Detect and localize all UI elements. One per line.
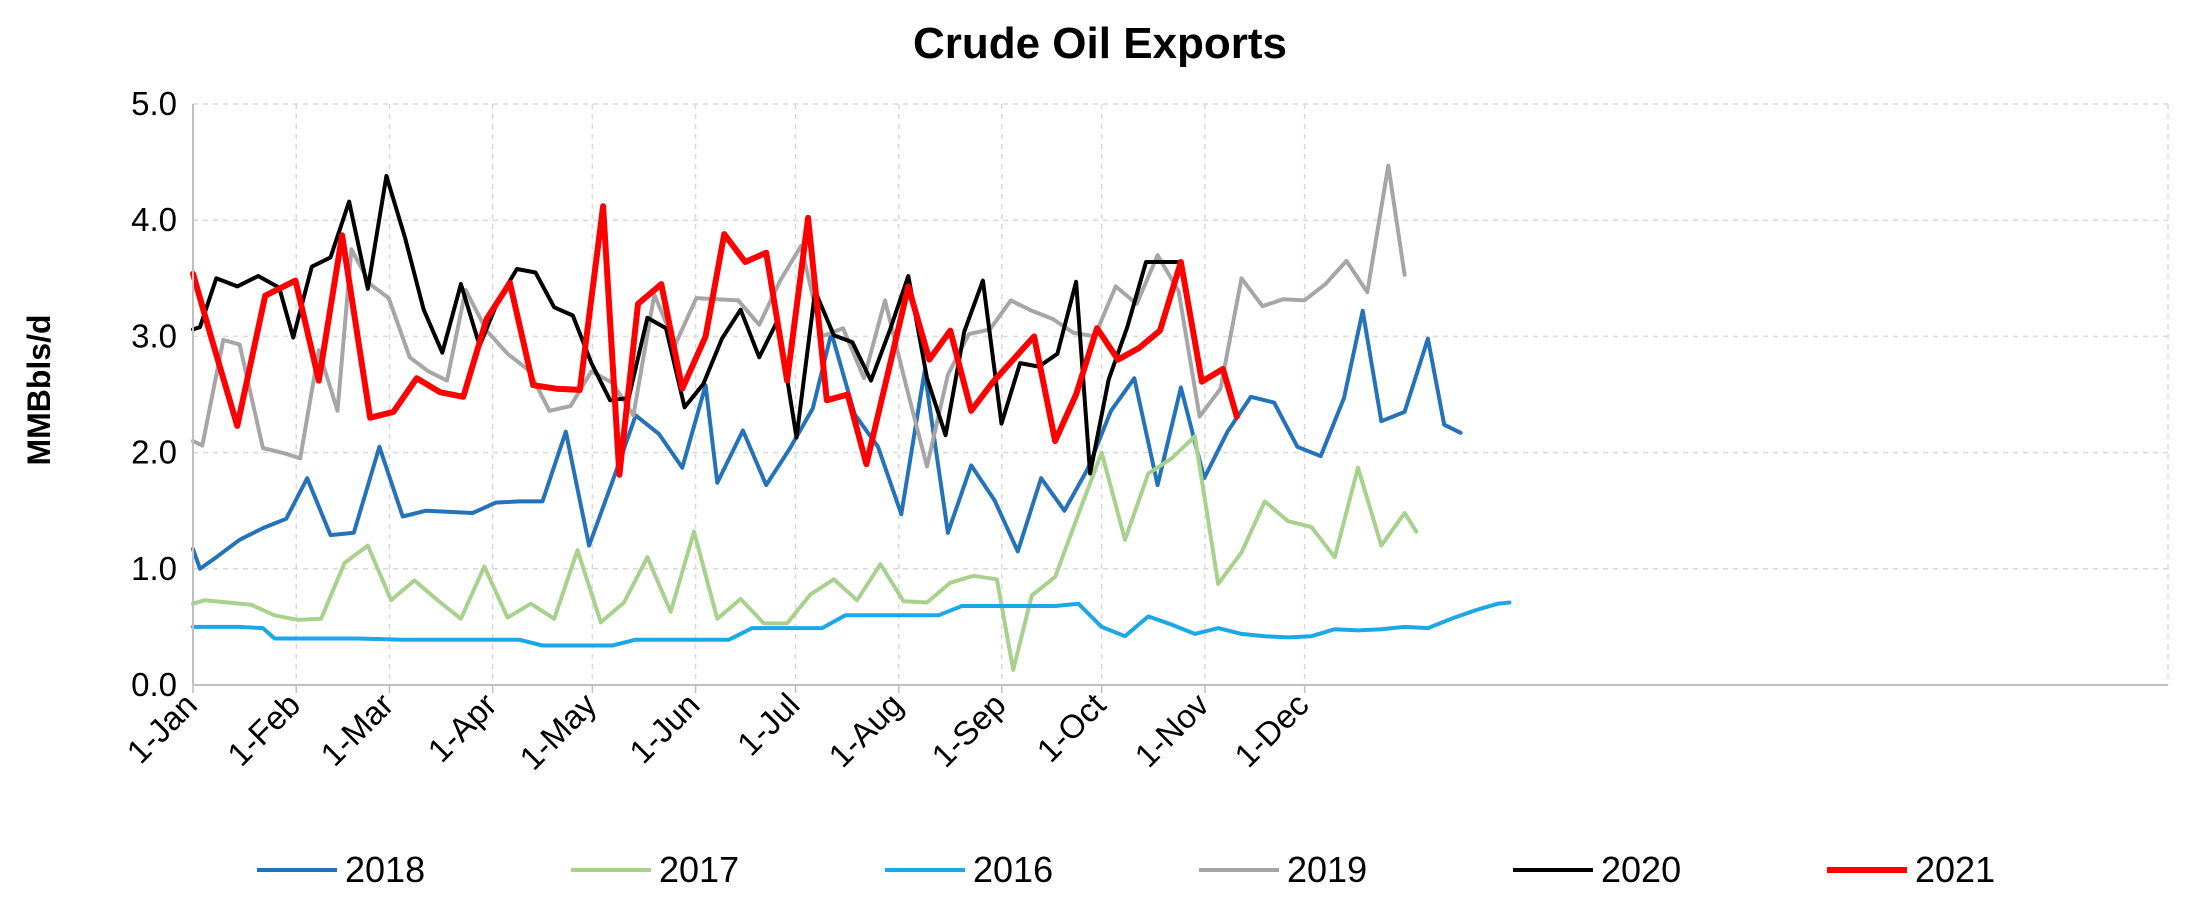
legend-label-2018: 2018 [345, 849, 425, 890]
x-tick-label: 1-Oct [1029, 686, 1112, 769]
series-line-2016 [191, 600, 1512, 648]
series-line-2017 [191, 434, 1419, 672]
legend: 2018 2017 2016 2019 2020 2021 [257, 849, 1995, 890]
x-tick-label: 1-May [512, 685, 603, 776]
series-lines [190, 163, 1512, 672]
chart-title: Crude Oil Exports [913, 19, 1287, 68]
legend-label-2021: 2021 [1915, 849, 1995, 890]
gridlines [193, 103, 2169, 685]
x-tick-label: 1-Jul [730, 686, 807, 763]
axes [192, 104, 2168, 693]
y-axis-label: MMBbls/d [21, 314, 57, 465]
y-tick-label: 4.0 [131, 201, 177, 238]
x-tick-label: 1-Apr [420, 686, 503, 769]
legend-label-2019: 2019 [1287, 849, 1367, 890]
y-tick-label: 5.0 [131, 85, 177, 122]
legend-label-2016: 2016 [973, 849, 1053, 890]
series-line-2021 [190, 203, 1240, 478]
x-tick-label: 1-Mar [313, 686, 400, 773]
x-tick-label: 1-Feb [220, 686, 307, 773]
y-tick-label: 0.0 [131, 666, 177, 703]
x-axis-ticks: 1-Jan 1-Feb 1-Mar 1-Apr 1-May 1-Jun 1-Jul 1-Aug… [119, 685, 1315, 776]
y-tick-label: 1.0 [131, 550, 177, 587]
legend-label-2017: 2017 [659, 849, 739, 890]
x-tick-label: 1-Jun [622, 686, 707, 771]
y-axis-ticks: 0.0 1.0 2.0 3.0 4.0 5.0 [131, 85, 177, 703]
x-tick-label: 1-Nov [1127, 685, 1216, 774]
x-tick-label: 1-Dec [1227, 686, 1315, 774]
legend-label-2020: 2020 [1601, 849, 1681, 890]
y-tick-label: 3.0 [131, 317, 177, 354]
y-tick-label: 2.0 [131, 434, 177, 471]
series-line-2020 [191, 174, 1181, 476]
series-line-2018 [191, 308, 1463, 571]
x-tick-label: 1-Sep [924, 686, 1012, 774]
x-tick-label: 1-Aug [821, 686, 909, 774]
